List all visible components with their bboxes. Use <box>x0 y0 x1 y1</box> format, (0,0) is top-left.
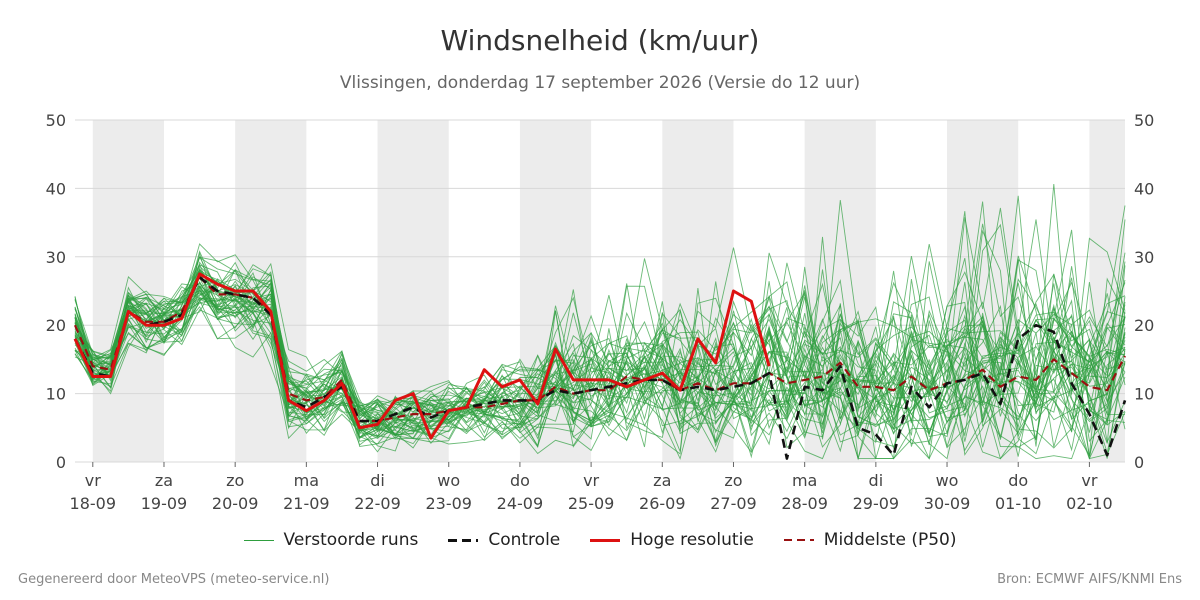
x-tick-day: vr <box>1081 471 1097 490</box>
x-tick-date: 26-09 <box>639 494 686 513</box>
legend-swatch-control <box>448 538 479 542</box>
footer-generated-by: Gegenereerd door MeteoVPS (meteo-service… <box>18 572 330 587</box>
x-tick-date: 22-09 <box>354 494 401 513</box>
day-shade <box>92 120 164 462</box>
ensemble-line <box>74 281 1126 453</box>
x-tick-day: do <box>510 471 530 490</box>
x-tick-date: 01-10 <box>995 494 1042 513</box>
chart-title: Windsnelheid (km/uur) <box>440 24 760 57</box>
x-tick-date: 19-09 <box>141 494 188 513</box>
legend-label-hires: Hoge resolutie <box>630 530 754 550</box>
x-tick-day: ma <box>294 471 319 490</box>
x-tick-date: 24-09 <box>497 494 544 513</box>
legend-item-control: Controle <box>448 530 560 550</box>
main-series <box>73 272 1127 460</box>
ensemble-line <box>74 280 1126 460</box>
y-axis-right: 0 10 20 30 40 50 <box>1134 111 1154 472</box>
x-tick-day: ma <box>792 471 817 490</box>
ensemble-line <box>74 296 1126 443</box>
legend-item-p50: Middelste (P50) <box>783 530 957 550</box>
legend-swatch-ensemble <box>243 539 274 541</box>
series-line-controle <box>73 275 1127 460</box>
x-tick-date: 25-09 <box>568 494 615 513</box>
y-tick-label-left: 10 <box>46 385 66 404</box>
y-tick-label-left: 0 <box>56 453 66 472</box>
y-tick-label-left: 50 <box>46 111 66 130</box>
ensemble-line <box>74 195 1126 452</box>
legend-label-control: Controle <box>488 530 561 550</box>
y-tick-label-right: 0 <box>1134 453 1144 472</box>
ensemble-line <box>74 257 1126 461</box>
legend-label-ensemble: Verstoorde runs <box>283 530 419 550</box>
y-tick-label-right: 20 <box>1134 316 1154 335</box>
chart-subtitle: Vlissingen, donderdag 17 september 2026 … <box>339 73 861 93</box>
legend-label-p50: Middelste (P50) <box>823 530 957 550</box>
ensemble-line <box>74 201 1126 448</box>
ensemble-line <box>74 273 1126 449</box>
x-tick-day: vr <box>583 471 599 490</box>
x-tick-date: 18-09 <box>70 494 117 513</box>
x-tick-day: do <box>1008 471 1028 490</box>
ensemble-line <box>74 223 1126 444</box>
x-tick-date: 29-09 <box>853 494 900 513</box>
series-line-hoge-resolutie <box>73 272 771 440</box>
ensemble-line <box>74 252 1126 444</box>
x-tick-day: za <box>155 471 173 490</box>
ensemble-line <box>74 237 1126 438</box>
legend-swatch-p50 <box>783 539 814 541</box>
y-tick-label-right: 40 <box>1134 179 1154 198</box>
x-tick-date: 21-09 <box>283 494 330 513</box>
y-tick-label-right: 30 <box>1134 248 1154 267</box>
ensemble-line <box>74 255 1126 460</box>
y-axis-left: 0 10 20 30 40 50 <box>46 111 66 472</box>
x-tick-day: wo <box>437 471 460 490</box>
y-tick-label-left: 30 <box>46 248 66 267</box>
y-tick-label-left: 20 <box>46 316 66 335</box>
x-tick-day: di <box>370 471 385 490</box>
x-tick-day: za <box>653 471 671 490</box>
ensemble-line <box>74 284 1126 460</box>
ensemble-line <box>74 262 1126 460</box>
x-tick-day: vr <box>85 471 101 490</box>
ensemble-line <box>74 261 1126 444</box>
legend-swatch-hires <box>590 538 621 542</box>
y-tick-label-right: 10 <box>1134 385 1154 404</box>
x-tick-day: zo <box>724 471 742 490</box>
x-axis: vr 18-09 za 19-09 zo 20-09 ma 21-09 di 22-09 wo 23-… <box>70 462 1113 513</box>
footer-source: Bron: ECMWF AIFS/KNMI Ens <box>997 572 1182 587</box>
x-tick-date: 02-10 <box>1066 494 1113 513</box>
x-tick-date: 20-09 <box>212 494 259 513</box>
x-tick-date: 27-09 <box>710 494 757 513</box>
x-tick-day: di <box>869 471 884 490</box>
x-tick-day: wo <box>936 471 959 490</box>
ensemble-line <box>74 261 1126 452</box>
legend-item-ensemble: Verstoorde runs <box>243 530 419 550</box>
x-tick-date: 28-09 <box>781 494 828 513</box>
x-tick-date: 23-09 <box>425 494 472 513</box>
y-tick-label-right: 50 <box>1134 111 1154 130</box>
y-tick-label-left: 40 <box>46 179 66 198</box>
x-tick-date: 30-09 <box>924 494 971 513</box>
legend-item-hires: Hoge resolutie <box>590 530 754 550</box>
legend: Verstoorde runs Controle Hoge resolutie … <box>0 530 1200 550</box>
ensemble-members <box>74 184 1126 461</box>
x-tick-day: zo <box>226 471 244 490</box>
ensemble-line <box>74 281 1126 460</box>
ensemble-line <box>74 229 1126 438</box>
ensemble-line <box>74 229 1126 455</box>
